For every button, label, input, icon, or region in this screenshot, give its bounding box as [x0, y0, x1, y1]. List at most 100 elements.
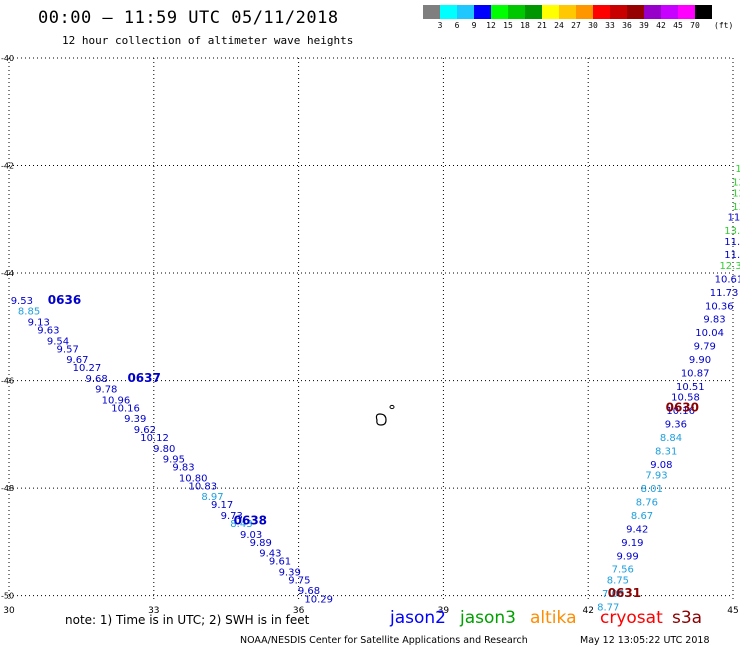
latitude-tick-label: -40: [1, 54, 14, 63]
wave-height-label: 9.13: [28, 317, 50, 328]
wave-height-label: 11.73: [710, 288, 739, 299]
wave-height-label: 7.93: [645, 471, 667, 482]
wave-height-label: 10.96: [102, 395, 131, 406]
wave-height-label: 10.36: [705, 301, 734, 312]
latitude-tick-label: -46: [1, 377, 14, 386]
wave-height-label: 8.01: [641, 484, 663, 495]
wave-height-label: 9.53: [11, 296, 33, 307]
wave-height-label: 8.31: [655, 446, 677, 457]
wave-height-label: 9.08: [650, 460, 672, 471]
wave-height-label: 10.51: [676, 382, 705, 393]
wave-height-label: 10.16: [666, 406, 695, 417]
legend-label: 70: [690, 21, 700, 30]
pass-time-label: 0636: [48, 293, 81, 307]
legend-swatch: [678, 5, 695, 19]
legend-swatch: [491, 5, 508, 19]
satellite-label-altika: altika: [530, 608, 577, 628]
longitude-tick-label: 39: [438, 606, 450, 616]
wave-height-label: 9.43: [259, 549, 281, 560]
legend-label: 21: [537, 21, 547, 30]
wave-height-label: 10.58: [671, 393, 700, 404]
wave-height-label: 11.94: [724, 237, 740, 248]
wave-height-label: 10.87: [681, 369, 710, 380]
wave-height-label: 7.56: [612, 565, 634, 576]
wave-height-label: 9.99: [616, 551, 638, 562]
pass-time-label: 0638: [234, 513, 267, 527]
wave-height-label: 13: [732, 202, 740, 213]
map-subtitle: 12 hour collection of altimeter wave hei…: [62, 34, 354, 47]
longitude-tick-label: 45: [727, 606, 738, 616]
wave-height-label: 10.61: [715, 274, 740, 285]
wave-height-label: 9.83: [172, 463, 194, 474]
footer-note: note: 1) Time is in UTC; 2) SWH is in fe…: [65, 613, 310, 627]
wave-height-label: 10.29: [304, 594, 333, 605]
wave-height-label: 9.89: [250, 538, 272, 549]
wave-height-label: 12.37: [719, 261, 740, 272]
wave-height-label: 9.90: [689, 355, 711, 366]
wave-height-label: 9.63: [37, 326, 59, 337]
wave-height-label: 9.80: [153, 444, 175, 455]
legend-label: 45: [673, 21, 683, 30]
legend-swatch: [457, 5, 474, 19]
legend-swatch: [474, 5, 491, 19]
legend-label: 33: [605, 21, 615, 30]
legend-swatch: [559, 5, 576, 19]
wave-height-label: 8.77: [597, 602, 619, 613]
wave-height-label: 9.39: [124, 414, 146, 425]
longitude-tick-label: 42: [582, 606, 593, 616]
wave-height-label: 9.67: [66, 355, 88, 366]
map-title: 00:00 – 11:59 UTC 05/11/2018: [38, 8, 339, 28]
wave-height-label: 9.75: [288, 575, 310, 586]
legend-swatch: [576, 5, 593, 19]
wave-height-label: 8.85: [18, 307, 40, 318]
island-outline: [389, 404, 395, 410]
wave-height-label: 7.08: [602, 589, 624, 600]
legend-label: 3: [437, 21, 443, 30]
legend-swatch: [695, 5, 712, 19]
wave-height-label: 9.95: [163, 455, 185, 466]
wave-height-label: 9.83: [703, 315, 725, 326]
legend-label: 30: [588, 21, 598, 30]
pass-time-label: 0630: [666, 400, 699, 414]
wave-height-label: 9.62: [134, 425, 156, 436]
legend-label: 42: [656, 21, 666, 30]
wave-height-label: 13.31: [724, 226, 740, 237]
wave-height-label: 8.97: [201, 492, 223, 503]
longitude-tick-label: 36: [293, 606, 305, 616]
wave-height-label: 9.57: [57, 344, 79, 355]
wave-height-label: 9.39: [279, 567, 301, 578]
legend-swatch: [610, 5, 627, 19]
wave-height-label: 9.68: [86, 374, 108, 385]
legend-label: 24: [554, 21, 564, 30]
wave-height-label: 8.84: [660, 433, 682, 444]
latitude-tick-label: -48: [1, 484, 14, 493]
legend-label: 36: [622, 21, 632, 30]
wave-height-legend: 3 6 9 12 15 18 21 24 27 30 33 36 39 42 45 70 (ft): [423, 5, 734, 33]
longitude-tick-label: 33: [148, 606, 159, 616]
island-outline: [375, 413, 387, 426]
wave-height-label: 12: [732, 188, 740, 199]
legend-swatch: [593, 5, 610, 19]
wave-height-label: 8.76: [636, 498, 658, 509]
legend-swatch: [644, 5, 661, 19]
legend-label: 27: [571, 21, 581, 30]
wave-height-label: 9.78: [95, 385, 117, 396]
legend-label: 6: [454, 21, 460, 30]
wave-height-label: 9.03: [240, 530, 262, 541]
wave-height-label: 10.04: [695, 328, 724, 339]
wave-height-label: 1: [735, 164, 740, 175]
wave-height-label: 12: [732, 178, 740, 189]
legend-label: 18: [520, 21, 530, 30]
legend-label: 39: [639, 21, 649, 30]
wave-height-label: 9.19: [621, 538, 643, 549]
satellite-label-jason3: jason3: [460, 608, 516, 628]
wave-height-label: 9.61: [269, 557, 291, 568]
wave-height-label: 9.68: [298, 586, 320, 597]
credit-text: NOAA/NESDIS Center for Satellite Applica…: [240, 635, 528, 646]
legend-swatch: [542, 5, 559, 19]
legend-unit: (ft): [714, 21, 734, 30]
wave-height-label: 9.17: [211, 500, 233, 511]
legend-labels: 3 6 9 12 15 18 21 24 27 30 33 36 39 42 45 70 (ft): [423, 19, 734, 33]
wave-height-label: 9.42: [626, 524, 648, 535]
